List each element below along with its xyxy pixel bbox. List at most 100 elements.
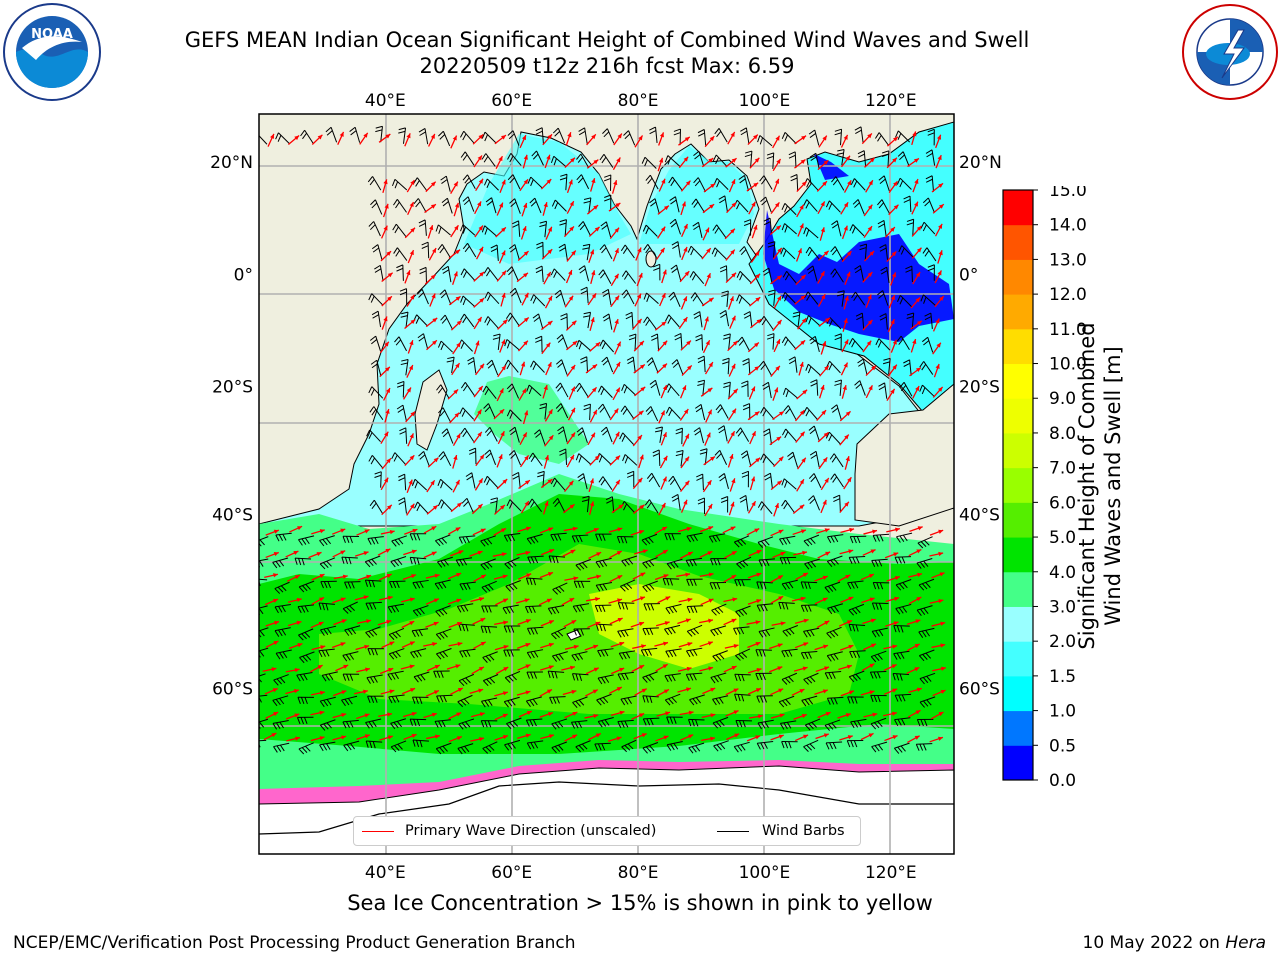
wind-barb [708, 533, 726, 543]
wave-arrow [659, 455, 668, 469]
wave-arrow [380, 225, 388, 239]
wave-arrow [725, 688, 739, 696]
wind-barb [539, 402, 548, 420]
wind-barb [654, 426, 663, 443]
wind-barb [483, 475, 499, 489]
wave-arrow [540, 734, 555, 740]
wave-arrow [931, 621, 946, 627]
wave-arrow [748, 201, 756, 215]
wave-arrow [589, 454, 601, 466]
wind-barb [733, 741, 750, 753]
wave-arrow [886, 527, 901, 533]
wave-arrow [404, 318, 416, 329]
wave-arrow [494, 620, 509, 626]
y-tick-label-right: 40°S [959, 505, 1000, 525]
wind-barb [509, 198, 521, 214]
wind-barb [576, 427, 588, 443]
wind-barb [688, 718, 705, 727]
wind-barb [409, 718, 427, 727]
wind-barb [526, 649, 544, 659]
wave-arrow [566, 250, 577, 262]
wind-barb [597, 648, 614, 658]
wave-arrow [610, 273, 620, 287]
wind-barb [627, 470, 635, 488]
wind-barb [344, 581, 361, 589]
wave-arrow [909, 367, 922, 377]
wave-arrow [747, 410, 760, 421]
wave-arrow [564, 711, 578, 719]
wave-arrow [770, 529, 784, 537]
wind-barb [595, 533, 612, 541]
wave-arrow [682, 433, 690, 447]
wind-barb [503, 625, 521, 633]
colorbar-tick-label: 10.0 [1049, 355, 1087, 375]
wave-arrow [288, 643, 303, 650]
wind-barb [273, 742, 290, 753]
wave-arrow [906, 619, 921, 625]
wave-arrow [819, 227, 825, 241]
wave-arrow [861, 663, 875, 672]
wind-barb [412, 739, 429, 748]
wind-barb [409, 556, 427, 565]
wind-barb [573, 580, 591, 589]
wind-barb [674, 333, 683, 350]
wind-barb [742, 358, 751, 375]
wind-barb [666, 741, 683, 751]
wave-arrow [407, 249, 415, 264]
wave-arrow [494, 713, 508, 721]
wind-barb [919, 361, 934, 375]
wind-barb [597, 403, 611, 419]
x-tick-labels-top: 40°E 60°E 80°E 100°E 120°E [365, 91, 917, 111]
wind-barb [458, 623, 475, 632]
footer-host: Hera [1225, 933, 1266, 953]
wave-arrow [516, 642, 531, 649]
australia [854, 383, 954, 527]
y-tick-label-left: 20°N [210, 153, 253, 173]
wind-barb [871, 602, 889, 611]
wind-barb [806, 265, 818, 282]
wave-arrow [679, 408, 689, 421]
wind-barb [599, 339, 615, 353]
wind-barb [391, 452, 406, 465]
wind-barb [325, 126, 338, 143]
wind-barb [878, 382, 888, 399]
wave-arrow [634, 293, 642, 307]
wind-barb [481, 225, 498, 237]
wind-barb [671, 359, 684, 375]
wave-arrow [886, 136, 899, 147]
wave-arrow [929, 598, 944, 604]
wave-arrow [679, 270, 690, 283]
wind-barb [485, 197, 497, 214]
wind-barb [920, 294, 936, 306]
wind-barb [857, 150, 867, 167]
wind-barb [803, 627, 820, 638]
wave-arrow [498, 250, 506, 264]
wave-arrow [496, 270, 507, 282]
wind-barb [602, 128, 615, 144]
wind-barb [525, 718, 543, 727]
wind-barb [273, 674, 289, 686]
wind-barb [782, 387, 799, 399]
wave-arrow [590, 177, 596, 192]
wind-barb [457, 743, 474, 755]
wind-barb [782, 625, 798, 637]
wave-arrow [772, 135, 781, 149]
wave-arrow [746, 735, 761, 742]
wind-barb [712, 650, 728, 662]
wave-arrow [635, 247, 642, 261]
wind-barb [735, 427, 750, 442]
wind-barb [880, 266, 890, 284]
sri-lanka [645, 250, 657, 268]
wave-arrow [840, 362, 849, 376]
wind-barb [394, 336, 407, 352]
wave-arrow [929, 736, 944, 743]
wave-arrow [910, 338, 917, 353]
wind-barb [462, 174, 476, 189]
wind-barb [465, 472, 476, 489]
wave-arrow [937, 250, 943, 264]
wave-arrow [425, 621, 439, 628]
wind-barb [396, 380, 405, 398]
wind-barb [393, 247, 408, 261]
wave-arrow [680, 499, 688, 513]
wave-arrow [773, 338, 781, 353]
